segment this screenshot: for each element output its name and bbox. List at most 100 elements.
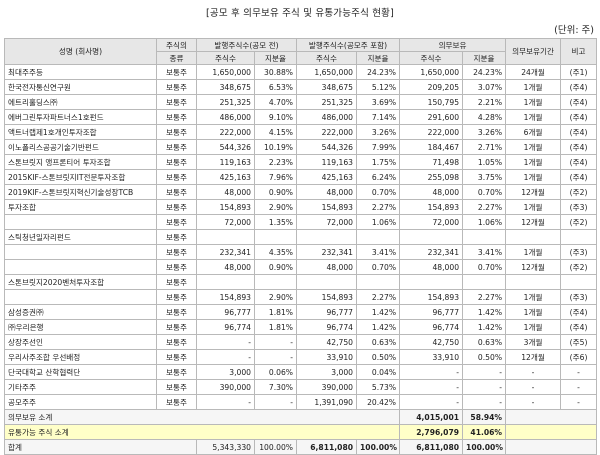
cell-note: - [560,379,598,395]
cell-type: 보통주 [156,124,197,140]
cell-lock-shares: 71,498 [399,154,464,170]
cell-type: 보통주 [156,304,197,320]
cell-type: 보통주 [156,154,197,170]
cell-name: 2019KIF-스톤브릿지혁신기술성장TCB [4,184,157,200]
lock-subtotal-shares: 4,015,001 [399,409,464,425]
float-subtotal-shares: 2,796,079 [399,424,464,440]
cell-post-ratio: 3.69% [356,94,401,110]
cell-type: 보통주 [156,349,197,365]
cell-lock-shares: 96,774 [399,319,464,335]
cell-type: 보통주 [156,259,197,275]
cell-lock-ratio: 1.06% [462,214,507,230]
cell-pre-shares: 486,000 [196,109,255,125]
table-row: 액트너랩제1호개인투자조합 보통주 222,000 4.15% 222,000 3.26%… [4,124,598,140]
cell-post-ratio: 1.42% [356,304,401,320]
cell-note [560,229,598,245]
cell-pre-shares: 348,675 [196,79,255,95]
header-row-1: 성명 (회사명) 주식의 발행주식수(공모 전) 발행주식수(공모주 포함) 의… [4,38,598,65]
cell-note [560,274,598,290]
cell-pre-shares [196,229,255,245]
cell-lock-shares: - [399,364,464,380]
cell-name: 한국전자통신연구원 [4,79,157,95]
cell-pre-shares: 425,163 [196,169,255,185]
cell-pre-ratio [253,229,298,245]
cell-pre-ratio: 2.90% [253,199,298,215]
total-row: 합계 5,343,330 100.00% 6,811,080 100.00% 6… [4,439,598,455]
cell-post-shares: 251,325 [296,94,358,110]
cell-pre-shares: 3,000 [196,364,255,380]
cell-lock-ratio: 0.70% [462,259,507,275]
cell-lock-shares [399,274,464,290]
total-post-ratio: 100.00% [356,439,401,455]
cell-post-ratio: 20.42% [356,394,401,410]
cell-note: (주4) [560,319,598,335]
cell-name: ㈜우리은행 [4,319,157,335]
cell-lock-shares: 255,098 [399,169,464,185]
cell-post-shares: 48,000 [296,259,358,275]
table-row: 이노폴리스공공기술기반펀드 보통주 544,326 10.19% 544,326 7.99… [4,139,598,155]
cell-lock-shares: 150,795 [399,94,464,110]
cell-lock-ratio [462,229,507,245]
total-pre-ratio: 100.00% [253,439,298,455]
cell-post-ratio: 6.24% [356,169,401,185]
cell-note: (주4) [560,124,598,140]
table-row: 2015KIF-스톤브릿지IT전문투자조합 보통주 425,163 7.96% 425,… [4,169,598,185]
cell-lock-ratio: 2.21% [462,94,507,110]
cell-name: 상장주선인 [4,334,157,350]
cell-post-shares: 48,000 [296,184,358,200]
table-row: 에버그린투자파트너스1호펀드 보통주 486,000 9.10% 486,000 7.14… [4,109,598,125]
cell-pre-shares: 1,650,000 [196,64,255,80]
cell-pre-shares: 222,000 [196,124,255,140]
cell-type: 보통주 [156,169,197,185]
cell-post-shares: 154,893 [296,199,358,215]
cell-period: 1개월 [505,154,562,170]
cell-note: - [560,394,598,410]
cell-post-shares: 33,910 [296,349,358,365]
cell-post-ratio: 0.70% [356,259,401,275]
header-post-ratio: 지분율 [356,51,401,65]
cell-lock-ratio: 3.75% [462,169,507,185]
cell-lock-shares: 42,750 [399,334,464,350]
cell-pre-ratio: 2.90% [253,289,298,305]
cell-post-ratio: 24.23% [356,64,401,80]
cell-note: (주4) [560,169,598,185]
header-note: 비고 [560,38,598,65]
cell-note: (주3) [560,289,598,305]
cell-pre-ratio: 1.81% [253,319,298,335]
cell-pre-ratio: 4.15% [253,124,298,140]
cell-pre-shares: 96,774 [196,319,255,335]
cell-pre-ratio: 30.88% [253,64,298,80]
header-lock-shares: 주식수 [399,51,464,65]
cell-post-shares: 390,000 [296,379,358,395]
table-row: 상장주선인 보통주 - -42,750 0.63% 42,750 0.63% 3개월 (주5) [4,334,598,350]
cell-name [4,259,157,275]
float-subtotal-label: 유통가능 주식 소계 [3,424,401,440]
cell-pre-ratio: 4.35% [253,244,298,260]
cell-lock-ratio: 3.41% [462,244,507,260]
cell-lock-shares: 48,000 [399,184,464,200]
cell-pre-ratio: 0.90% [253,184,298,200]
header-name: 성명 (회사명) [4,38,157,65]
cell-post-ratio: 7.99% [356,139,401,155]
cell-pre-shares: 48,000 [196,259,255,275]
cell-lock-ratio: 2.71% [462,139,507,155]
cell-post-ratio: 3.41% [356,244,401,260]
cell-lock-shares: - [399,379,464,395]
cell-post-shares: 154,893 [296,289,358,305]
total-pre-shares: 5,343,330 [196,439,255,455]
cell-period: 1개월 [505,304,562,320]
cell-period: - [505,364,562,380]
cell-name [4,214,157,230]
cell-lock-ratio: 2.27% [462,289,507,305]
cell-lock-ratio: - [462,364,507,380]
cell-lock-ratio: 3.26% [462,124,507,140]
cell-pre-shares: - [196,394,255,410]
cell-post-shares: 232,341 [296,244,358,260]
cell-lock-ratio: 3.07% [462,79,507,95]
cell-post-ratio: 2.27% [356,289,401,305]
cell-period: 12개월 [505,214,562,230]
cell-post-shares: 42,750 [296,334,358,350]
cell-type: 보통주 [156,214,197,230]
cell-period: 1개월 [505,79,562,95]
cell-period: 3개월 [505,334,562,350]
